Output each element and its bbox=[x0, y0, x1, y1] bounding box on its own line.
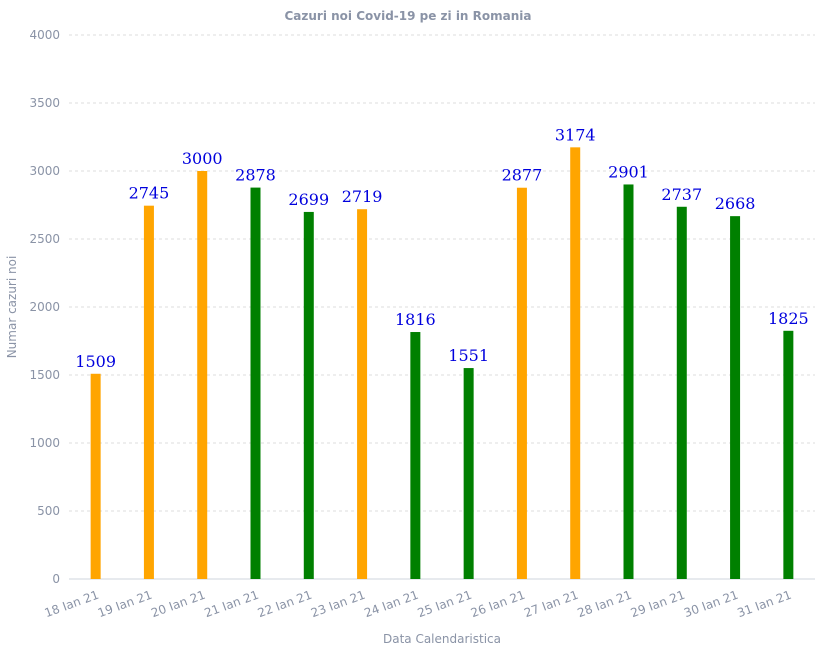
bar[interactable] bbox=[357, 209, 368, 579]
x-tick-label: 19 Ian 21 bbox=[96, 588, 154, 621]
x-tick-label: 28 Ian 21 bbox=[575, 588, 633, 621]
bar[interactable] bbox=[143, 205, 154, 579]
data-label: 2877 bbox=[502, 166, 543, 185]
x-tick-label: 30 Ian 21 bbox=[682, 588, 740, 621]
bar[interactable] bbox=[463, 368, 474, 579]
bar[interactable] bbox=[676, 206, 687, 579]
x-axis-label: Data Calendaristica bbox=[383, 632, 501, 646]
x-tick-label: 25 Ian 21 bbox=[416, 588, 474, 621]
x-tick-label: 20 Ian 21 bbox=[149, 588, 207, 621]
y-axis-ticks: 0 500 1000 1500 2000 2500 3000 3500 4000 bbox=[29, 28, 60, 586]
data-label: 2737 bbox=[661, 185, 702, 204]
y-tick-label: 1500 bbox=[29, 368, 60, 382]
x-tick-label: 31 Ian 21 bbox=[735, 588, 793, 621]
data-label: 1825 bbox=[768, 309, 809, 328]
bar[interactable] bbox=[730, 216, 741, 580]
data-label: 3000 bbox=[182, 149, 223, 168]
x-tick-label: 24 Ian 21 bbox=[362, 588, 420, 621]
data-label: 2699 bbox=[288, 190, 329, 209]
bar[interactable] bbox=[410, 332, 421, 579]
data-label: 1509 bbox=[75, 352, 116, 371]
y-tick-label: 3500 bbox=[29, 96, 60, 110]
bar[interactable] bbox=[303, 211, 314, 579]
data-labels: 1509 2745 3000 2878 2699 2719 1816 1551 2877 3174… bbox=[75, 125, 808, 370]
bars bbox=[90, 147, 794, 580]
data-label: 2719 bbox=[342, 187, 383, 206]
y-tick-label: 2000 bbox=[29, 300, 60, 314]
data-label: 2745 bbox=[129, 184, 170, 203]
grid-lines bbox=[69, 34, 815, 512]
x-tick-label: 23 Ian 21 bbox=[309, 588, 367, 621]
data-label: 2668 bbox=[715, 194, 756, 213]
x-tick-label: 29 Ian 21 bbox=[629, 588, 687, 621]
x-tick-label: 21 Ian 21 bbox=[202, 588, 260, 621]
data-label: 1551 bbox=[448, 346, 489, 365]
x-tick-label: 18 Ian 21 bbox=[43, 588, 101, 621]
y-tick-label: 3000 bbox=[29, 164, 60, 178]
bar[interactable] bbox=[250, 187, 261, 580]
y-tick-label: 500 bbox=[37, 504, 60, 518]
bar[interactable] bbox=[623, 184, 634, 580]
data-label: 2901 bbox=[608, 162, 649, 181]
y-tick-label: 2500 bbox=[29, 232, 60, 246]
bar[interactable] bbox=[570, 147, 581, 579]
bar[interactable] bbox=[197, 171, 208, 579]
y-tick-label: 4000 bbox=[29, 28, 60, 42]
bar[interactable] bbox=[90, 373, 101, 579]
bar[interactable] bbox=[783, 330, 794, 579]
y-tick-label: 0 bbox=[52, 572, 60, 586]
data-label: 2878 bbox=[235, 166, 276, 185]
chart-title: Cazuri noi Covid-19 pe zi in Romania bbox=[284, 9, 531, 23]
x-tick-label: 26 Ian 21 bbox=[469, 588, 527, 621]
x-tick-label: 22 Ian 21 bbox=[256, 588, 314, 621]
y-axis-label: Numar cazuri noi bbox=[5, 256, 19, 359]
y-tick-label: 1000 bbox=[29, 436, 60, 450]
data-label: 3174 bbox=[555, 125, 596, 144]
bar[interactable] bbox=[516, 187, 527, 579]
data-label: 1816 bbox=[395, 310, 436, 329]
x-tick-label: 27 Ian 21 bbox=[522, 588, 580, 621]
